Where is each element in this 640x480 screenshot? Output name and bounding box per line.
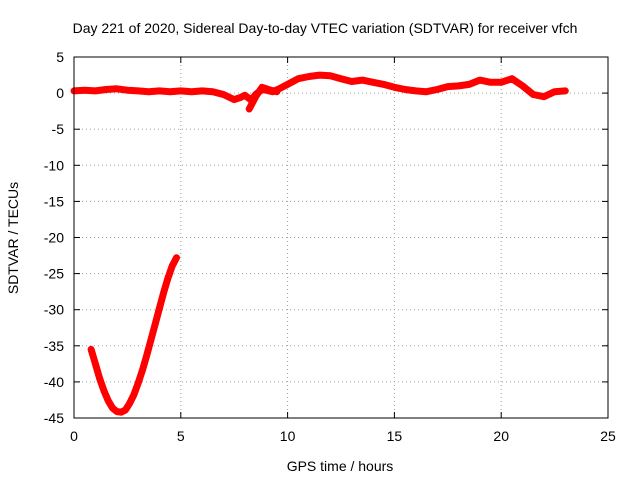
data-point bbox=[169, 263, 175, 269]
data-point bbox=[391, 84, 397, 90]
data-point bbox=[445, 84, 451, 90]
data-point bbox=[552, 89, 558, 95]
data-point bbox=[402, 87, 408, 92]
data-point bbox=[135, 88, 141, 94]
data-point bbox=[520, 83, 526, 89]
y-axis-title: SDTVAR / TECUs bbox=[5, 182, 21, 294]
data-point bbox=[456, 83, 461, 89]
data-point bbox=[509, 76, 515, 82]
x-tick-label: 0 bbox=[70, 428, 78, 444]
data-series bbox=[70, 71, 569, 416]
y-tick-label: -15 bbox=[44, 193, 64, 209]
y-tick-label: -10 bbox=[44, 157, 64, 173]
data-point bbox=[285, 81, 291, 87]
x-tick-label: 5 bbox=[177, 428, 185, 444]
data-point bbox=[253, 94, 259, 100]
data-point bbox=[359, 77, 365, 83]
data-point bbox=[92, 88, 98, 94]
data-point bbox=[118, 409, 124, 415]
data-point bbox=[103, 87, 109, 92]
data-point bbox=[413, 88, 419, 94]
data-point bbox=[231, 97, 237, 103]
data-point bbox=[423, 89, 429, 95]
grid bbox=[74, 57, 608, 418]
data-point bbox=[370, 79, 376, 85]
y-tick-label: -35 bbox=[44, 338, 64, 354]
data-point bbox=[238, 94, 244, 100]
data-point bbox=[199, 88, 205, 94]
y-tick-label: -25 bbox=[44, 266, 64, 282]
y-tick-label: -20 bbox=[44, 230, 64, 246]
x-tick-label: 25 bbox=[600, 428, 616, 444]
data-point bbox=[274, 89, 280, 95]
data-point bbox=[477, 77, 483, 83]
data-point bbox=[317, 72, 323, 78]
data-point bbox=[498, 79, 504, 85]
data-point bbox=[114, 86, 120, 92]
data-point bbox=[148, 337, 154, 343]
series-line-main bbox=[70, 71, 569, 104]
data-point bbox=[466, 81, 472, 87]
data-point bbox=[306, 74, 312, 79]
data-point bbox=[434, 87, 440, 92]
data-point bbox=[541, 94, 547, 100]
x-axis-title: GPS time / hours bbox=[287, 458, 394, 474]
data-point bbox=[135, 380, 141, 386]
data-point bbox=[381, 81, 387, 87]
data-point bbox=[167, 89, 173, 95]
data-point bbox=[122, 407, 128, 413]
data-point bbox=[562, 88, 568, 94]
data-point bbox=[349, 79, 355, 84]
x-tick-label: 10 bbox=[280, 428, 296, 444]
data-point bbox=[221, 92, 226, 97]
data-point bbox=[127, 401, 132, 407]
data-point bbox=[488, 79, 493, 85]
data-point bbox=[92, 361, 98, 367]
data-point bbox=[88, 346, 94, 352]
data-point bbox=[109, 405, 115, 411]
y-tick-label: 5 bbox=[56, 49, 64, 65]
data-point bbox=[152, 321, 158, 327]
data-point bbox=[114, 409, 120, 414]
data-point bbox=[189, 89, 194, 95]
y-tick-label: -30 bbox=[44, 302, 64, 318]
y-tick-label: -40 bbox=[44, 374, 64, 390]
data-point bbox=[165, 275, 171, 281]
data-point bbox=[178, 88, 184, 94]
data-point bbox=[97, 375, 103, 381]
data-point bbox=[105, 398, 111, 404]
y-tick-label: -45 bbox=[44, 410, 64, 426]
x-tick-label: 15 bbox=[387, 428, 403, 444]
data-point bbox=[156, 88, 162, 94]
x-tick-label: 20 bbox=[493, 428, 509, 444]
data-point bbox=[295, 76, 301, 82]
chart-title: Day 221 of 2020, Sidereal Day-to-day VTE… bbox=[73, 20, 578, 36]
data-point bbox=[246, 106, 252, 112]
data-point bbox=[156, 305, 162, 311]
y-tick-label: -5 bbox=[52, 121, 65, 137]
data-point bbox=[242, 92, 248, 98]
data-point bbox=[327, 73, 333, 79]
data-point bbox=[101, 388, 107, 394]
data-point bbox=[131, 392, 137, 398]
data-point bbox=[161, 289, 167, 295]
data-point bbox=[268, 87, 273, 93]
data-point bbox=[174, 255, 179, 261]
data-point bbox=[259, 84, 265, 90]
tick-labels: 0 5 10 15 20 25 5 0 -5 -10 -15 -20 -25 -30 -35 -40 -45 bbox=[44, 49, 616, 444]
data-point bbox=[146, 89, 152, 95]
data-point bbox=[124, 87, 130, 93]
data-point bbox=[82, 87, 88, 93]
y-tick-label: 0 bbox=[56, 85, 64, 101]
data-point bbox=[210, 89, 216, 95]
data-point bbox=[530, 92, 536, 97]
data-point bbox=[144, 353, 150, 359]
data-point bbox=[139, 367, 145, 373]
data-point bbox=[338, 76, 344, 82]
plot-frame bbox=[73, 56, 609, 419]
